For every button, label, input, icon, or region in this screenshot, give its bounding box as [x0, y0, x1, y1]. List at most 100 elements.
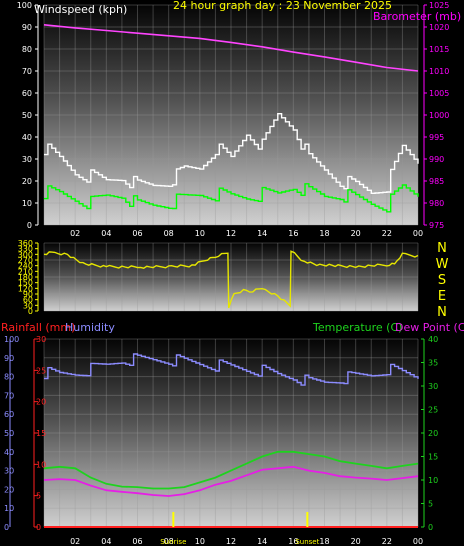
panel-1-x-tick-label: 22	[382, 229, 392, 238]
temperature-tick-label: 0	[428, 523, 433, 532]
humidity-series-line	[44, 353, 419, 386]
compass-label: W	[436, 257, 449, 272]
panel-1-right-tick-label: 995	[429, 133, 444, 142]
temperature-tick-label: 20	[428, 429, 438, 438]
temperature-tick-label: 5	[428, 500, 433, 509]
panel-2-minor-tick-label: 210	[18, 267, 33, 276]
wind-direction-series-line	[43, 250, 419, 309]
panel-1-right-tick-label: 1025	[429, 1, 449, 10]
panel-1-x-tick-label: 00	[413, 229, 423, 238]
panel-3-x-tick-label: 16	[288, 537, 298, 546]
compass-label: N	[437, 241, 447, 256]
temperature-tick-label: 15	[428, 453, 438, 462]
panel-3-x-tick-label: 08	[164, 537, 174, 546]
panel-1-x-tick-label: 08	[164, 229, 174, 238]
panel-1-right-tick-label: 1015	[429, 45, 449, 54]
temperature-tick-label: 10	[428, 476, 438, 485]
panel-3-x-tick-label: 22	[382, 537, 392, 546]
panel-1-right-tick-label: 985	[429, 177, 444, 186]
panel-1-left-tick-label: 100	[17, 1, 32, 10]
panel-2-minor-tick-label: 240	[18, 262, 33, 271]
humidity-tick-label: 100	[4, 335, 19, 344]
panel-2-left-tick-label: 0	[28, 307, 33, 316]
panel-1-left-tick-label: 70	[22, 67, 32, 76]
barometer-series-line	[43, 24, 419, 72]
panel3-temperature-label: Temperature (C)	[312, 321, 402, 334]
panel-1-left-tick-label: 90	[22, 23, 32, 32]
panel-2-minor-tick-label: 150	[18, 279, 33, 288]
panel1-right-label: Barometer (mb)	[373, 10, 461, 23]
sun-label-sunrise: Sunrise	[160, 538, 186, 546]
panel-2-minor-tick-label: 120	[18, 284, 33, 293]
temperature-tick-label: 35	[428, 359, 438, 368]
panel-1-x-tick-label: 04	[101, 229, 111, 238]
compass-label: S	[438, 273, 446, 288]
panel-1-right-tick-label: 975	[429, 221, 444, 230]
panel-1-left-tick-label: 40	[22, 133, 32, 142]
panel-1-x-tick-label: 18	[319, 229, 329, 238]
panel-3-x-tick-label: 02	[70, 537, 80, 546]
panel-2-left-tick-label: 90	[23, 290, 33, 299]
panel-1-x-tick-label: 14	[257, 229, 267, 238]
humidity-tick-label: 30	[4, 467, 14, 476]
humidity-tick-label: 0	[4, 523, 9, 532]
panel-3-x-tick-label: 06	[132, 537, 142, 546]
humidity-tick-label: 70	[4, 391, 14, 400]
panel-1-left-tick-label: 10	[22, 199, 32, 208]
panel-2-left-tick-label: 360	[18, 239, 33, 248]
humidity-tick-label: 60	[4, 410, 14, 419]
panel-1-right-tick-label: 1005	[429, 89, 449, 98]
humidity-tick-label: 80	[4, 373, 14, 382]
panel-1-right-tick-label: 1020	[429, 23, 449, 32]
panel-3-x-tick-label: 20	[351, 537, 361, 546]
rain-tick-label: 10	[36, 460, 46, 469]
dewpoint-series-line	[43, 465, 419, 497]
humidity-tick-label: 90	[4, 354, 14, 363]
gust-series-line	[44, 113, 419, 194]
humidity-tick-label: 10	[4, 504, 14, 513]
layer-series	[43, 24, 419, 528]
humidity-tick-label: 40	[4, 448, 14, 457]
panel-3-x-tick-label: 14	[257, 537, 267, 546]
panel-1-left-tick-label: 80	[22, 45, 32, 54]
temperature-tick-label: 25	[428, 406, 438, 415]
panel-1-left-tick-label: 30	[22, 155, 32, 164]
panel-1-right-tick-label: 1010	[429, 67, 449, 76]
panel-1-x-tick-label: 20	[351, 229, 361, 238]
panel-3-x-tick-label: 12	[226, 537, 236, 546]
panel-1-right-tick-label: 980	[429, 199, 444, 208]
panel-3-x-tick-label: 00	[413, 537, 423, 546]
humidity-tick-label: 20	[4, 485, 14, 494]
humidity-tick-label: 50	[4, 429, 14, 438]
compass-label: E	[438, 289, 446, 304]
temperature-tick-label: 40	[428, 335, 438, 344]
layer-axes	[9, 4, 427, 528]
panel-3-background	[44, 339, 418, 527]
panel-1-right-tick-label: 990	[429, 155, 444, 164]
panel-1-left-tick-label: 0	[27, 221, 32, 230]
panel-2-minor-tick-label: 330	[18, 245, 33, 254]
panel-1-x-tick-label: 16	[288, 229, 298, 238]
panel-1-x-tick-label: 10	[195, 229, 205, 238]
panel-1-left-tick-label: 50	[22, 111, 32, 120]
temperature-series-line	[43, 450, 419, 490]
panel-1-x-tick-label: 12	[226, 229, 236, 238]
panel-1-x-tick-label: 02	[70, 229, 80, 238]
panel3-rain-label: Rainfall (mm)	[1, 321, 75, 334]
panel-2-minor-tick-label: 300	[18, 250, 33, 259]
rain-tick-label: 25	[36, 366, 46, 375]
panel-3-x-tick-label: 04	[101, 537, 111, 546]
panel-1-x-tick-label: 06	[132, 229, 142, 238]
panel-3-x-tick-label: 10	[195, 537, 205, 546]
rain-tick-label: 30	[36, 335, 46, 344]
temperature-tick-label: 30	[428, 382, 438, 391]
rain-tick-label: 5	[36, 492, 41, 501]
panel-1-right-tick-label: 1000	[429, 111, 449, 120]
panel-2-left-tick-label: 270	[18, 256, 33, 265]
panel1-left-label: Windspeed (kph)	[34, 3, 127, 16]
panel3-dewpoint-label: Dew Point (C)	[395, 321, 464, 334]
panel-1-left-tick-label: 60	[22, 89, 32, 98]
panel-3-x-tick-label: 18	[319, 537, 329, 546]
